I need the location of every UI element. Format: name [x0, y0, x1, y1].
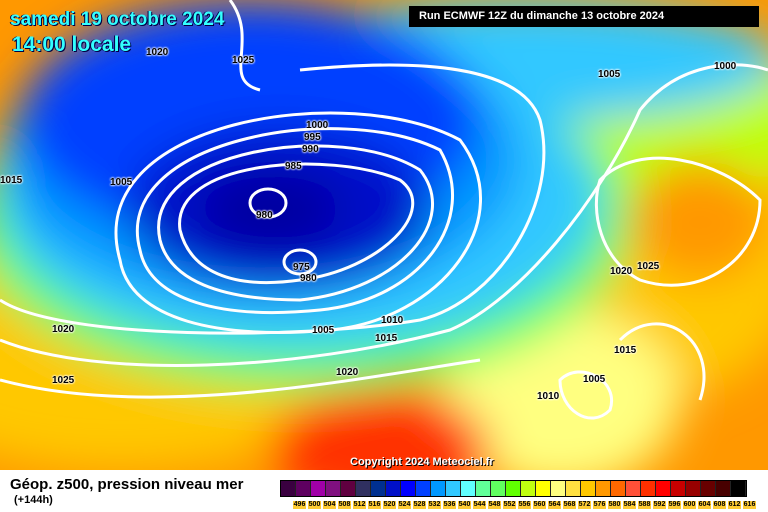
isobar-label: 1020: [336, 367, 359, 378]
isobars: [0, 0, 768, 420]
scale-tick-label: 504: [322, 500, 337, 510]
color-swatch: [671, 481, 686, 496]
color-scale-ticks: 496 500 504 508 512 516 520 524 528 532 536 540 544 5…: [292, 500, 757, 510]
color-swatch: [326, 481, 341, 496]
isobar-label: 1000: [714, 61, 737, 72]
isobar-label: 980: [256, 210, 273, 221]
scale-tick-label: 564: [547, 500, 562, 510]
isobar-label: 1020: [146, 47, 169, 58]
isobar-label: 1005: [312, 325, 335, 336]
scale-tick-label: 500: [307, 500, 322, 510]
scale-tick-label: 532: [427, 500, 442, 510]
scale-tick-label: 596: [667, 500, 682, 510]
color-swatch: [536, 481, 551, 496]
color-swatch: [296, 481, 311, 496]
isobar-label: 975: [293, 262, 310, 273]
isobar-label: 1020: [52, 324, 75, 335]
isobar-label: 1010: [381, 315, 404, 326]
isobar-label: 995: [304, 132, 321, 143]
color-swatch: [626, 481, 641, 496]
color-swatch: [701, 481, 716, 496]
scale-tick-label: 580: [607, 500, 622, 510]
isobar-label: 1000: [306, 120, 329, 131]
map-title: Géop. z500, pression niveau mer: [10, 476, 244, 493]
color-swatch: [656, 481, 671, 496]
scale-tick-label: 568: [562, 500, 577, 510]
color-swatch: [716, 481, 731, 496]
color-swatch: [551, 481, 566, 496]
isobar-label: 1005: [110, 177, 133, 188]
scale-tick-label: 600: [682, 500, 697, 510]
isobar-label: 1025: [52, 375, 75, 386]
scale-tick-label: 616: [742, 500, 757, 510]
color-swatch: [476, 481, 491, 496]
color-swatch: [431, 481, 446, 496]
scale-tick-label: 528: [412, 500, 427, 510]
color-swatch: [566, 481, 581, 496]
isobar-label: 1025: [637, 261, 660, 272]
forecast-offset: (+144h): [14, 494, 53, 506]
color-swatch: [581, 481, 596, 496]
isobar-label: 985: [285, 161, 302, 172]
scale-tick-label: 612: [727, 500, 742, 510]
color-swatch: [596, 481, 611, 496]
isobar-label: 1005: [598, 69, 621, 80]
isobar-label: 1010: [537, 391, 560, 402]
color-swatch: [686, 481, 701, 496]
scale-tick-label: 544: [472, 500, 487, 510]
color-swatch: [281, 481, 296, 496]
scale-tick-label: 604: [697, 500, 712, 510]
scale-tick-label: 540: [457, 500, 472, 510]
scale-tick-label: 536: [442, 500, 457, 510]
color-swatch: [341, 481, 356, 496]
color-swatch: [356, 481, 371, 496]
run-info: Run ECMWF 12Z du dimanche 13 octobre 202…: [409, 6, 759, 27]
color-scale: [280, 480, 747, 497]
copyright: Copyright 2024 Meteociel.fr: [350, 456, 494, 468]
color-swatch: [446, 481, 461, 496]
isobar-label: 980: [300, 273, 317, 284]
scale-tick-label: 592: [652, 500, 667, 510]
isobar-label: 1015: [375, 333, 398, 344]
color-swatch: [311, 481, 326, 496]
color-swatch: [416, 481, 431, 496]
legend-footer: Géop. z500, pression niveau mer (+144h) …: [0, 470, 768, 512]
scale-tick-label: 496: [292, 500, 307, 510]
color-swatch: [731, 481, 746, 496]
isobar-label: 1005: [583, 374, 606, 385]
scale-tick-label: 516: [367, 500, 382, 510]
color-swatch: [641, 481, 656, 496]
scale-tick-label: 552: [502, 500, 517, 510]
color-swatch: [461, 481, 476, 496]
isobar-label: 1015: [614, 345, 637, 356]
color-swatch: [491, 481, 506, 496]
geopotential-field: [0, 0, 768, 470]
scale-tick-label: 520: [382, 500, 397, 510]
scale-tick-label: 560: [532, 500, 547, 510]
scale-tick-label: 576: [592, 500, 607, 510]
scale-tick-label: 548: [487, 500, 502, 510]
color-swatch: [521, 481, 536, 496]
color-swatch: [506, 481, 521, 496]
forecast-date: samedi 19 octobre 2024: [10, 9, 225, 30]
weather-map: samedi 19 octobre 2024 14:00 locale Run …: [0, 0, 768, 470]
scale-tick-label: 508: [337, 500, 352, 510]
forecast-time: 14:00 locale: [12, 33, 132, 56]
color-swatch: [401, 481, 416, 496]
color-swatch: [386, 481, 401, 496]
scale-tick-label: 556: [517, 500, 532, 510]
color-swatch: [611, 481, 626, 496]
scale-tick-label: 524: [397, 500, 412, 510]
scale-tick-label: 512: [352, 500, 367, 510]
isobar-label: 1025: [232, 55, 255, 66]
color-swatch: [371, 481, 386, 496]
scale-tick-label: 584: [622, 500, 637, 510]
isobar-label: 1015: [0, 175, 23, 186]
isobar-label: 1020: [610, 266, 633, 277]
isobar-label: 990: [302, 144, 319, 155]
scale-tick-label: 572: [577, 500, 592, 510]
scale-tick-label: 588: [637, 500, 652, 510]
scale-tick-label: 608: [712, 500, 727, 510]
